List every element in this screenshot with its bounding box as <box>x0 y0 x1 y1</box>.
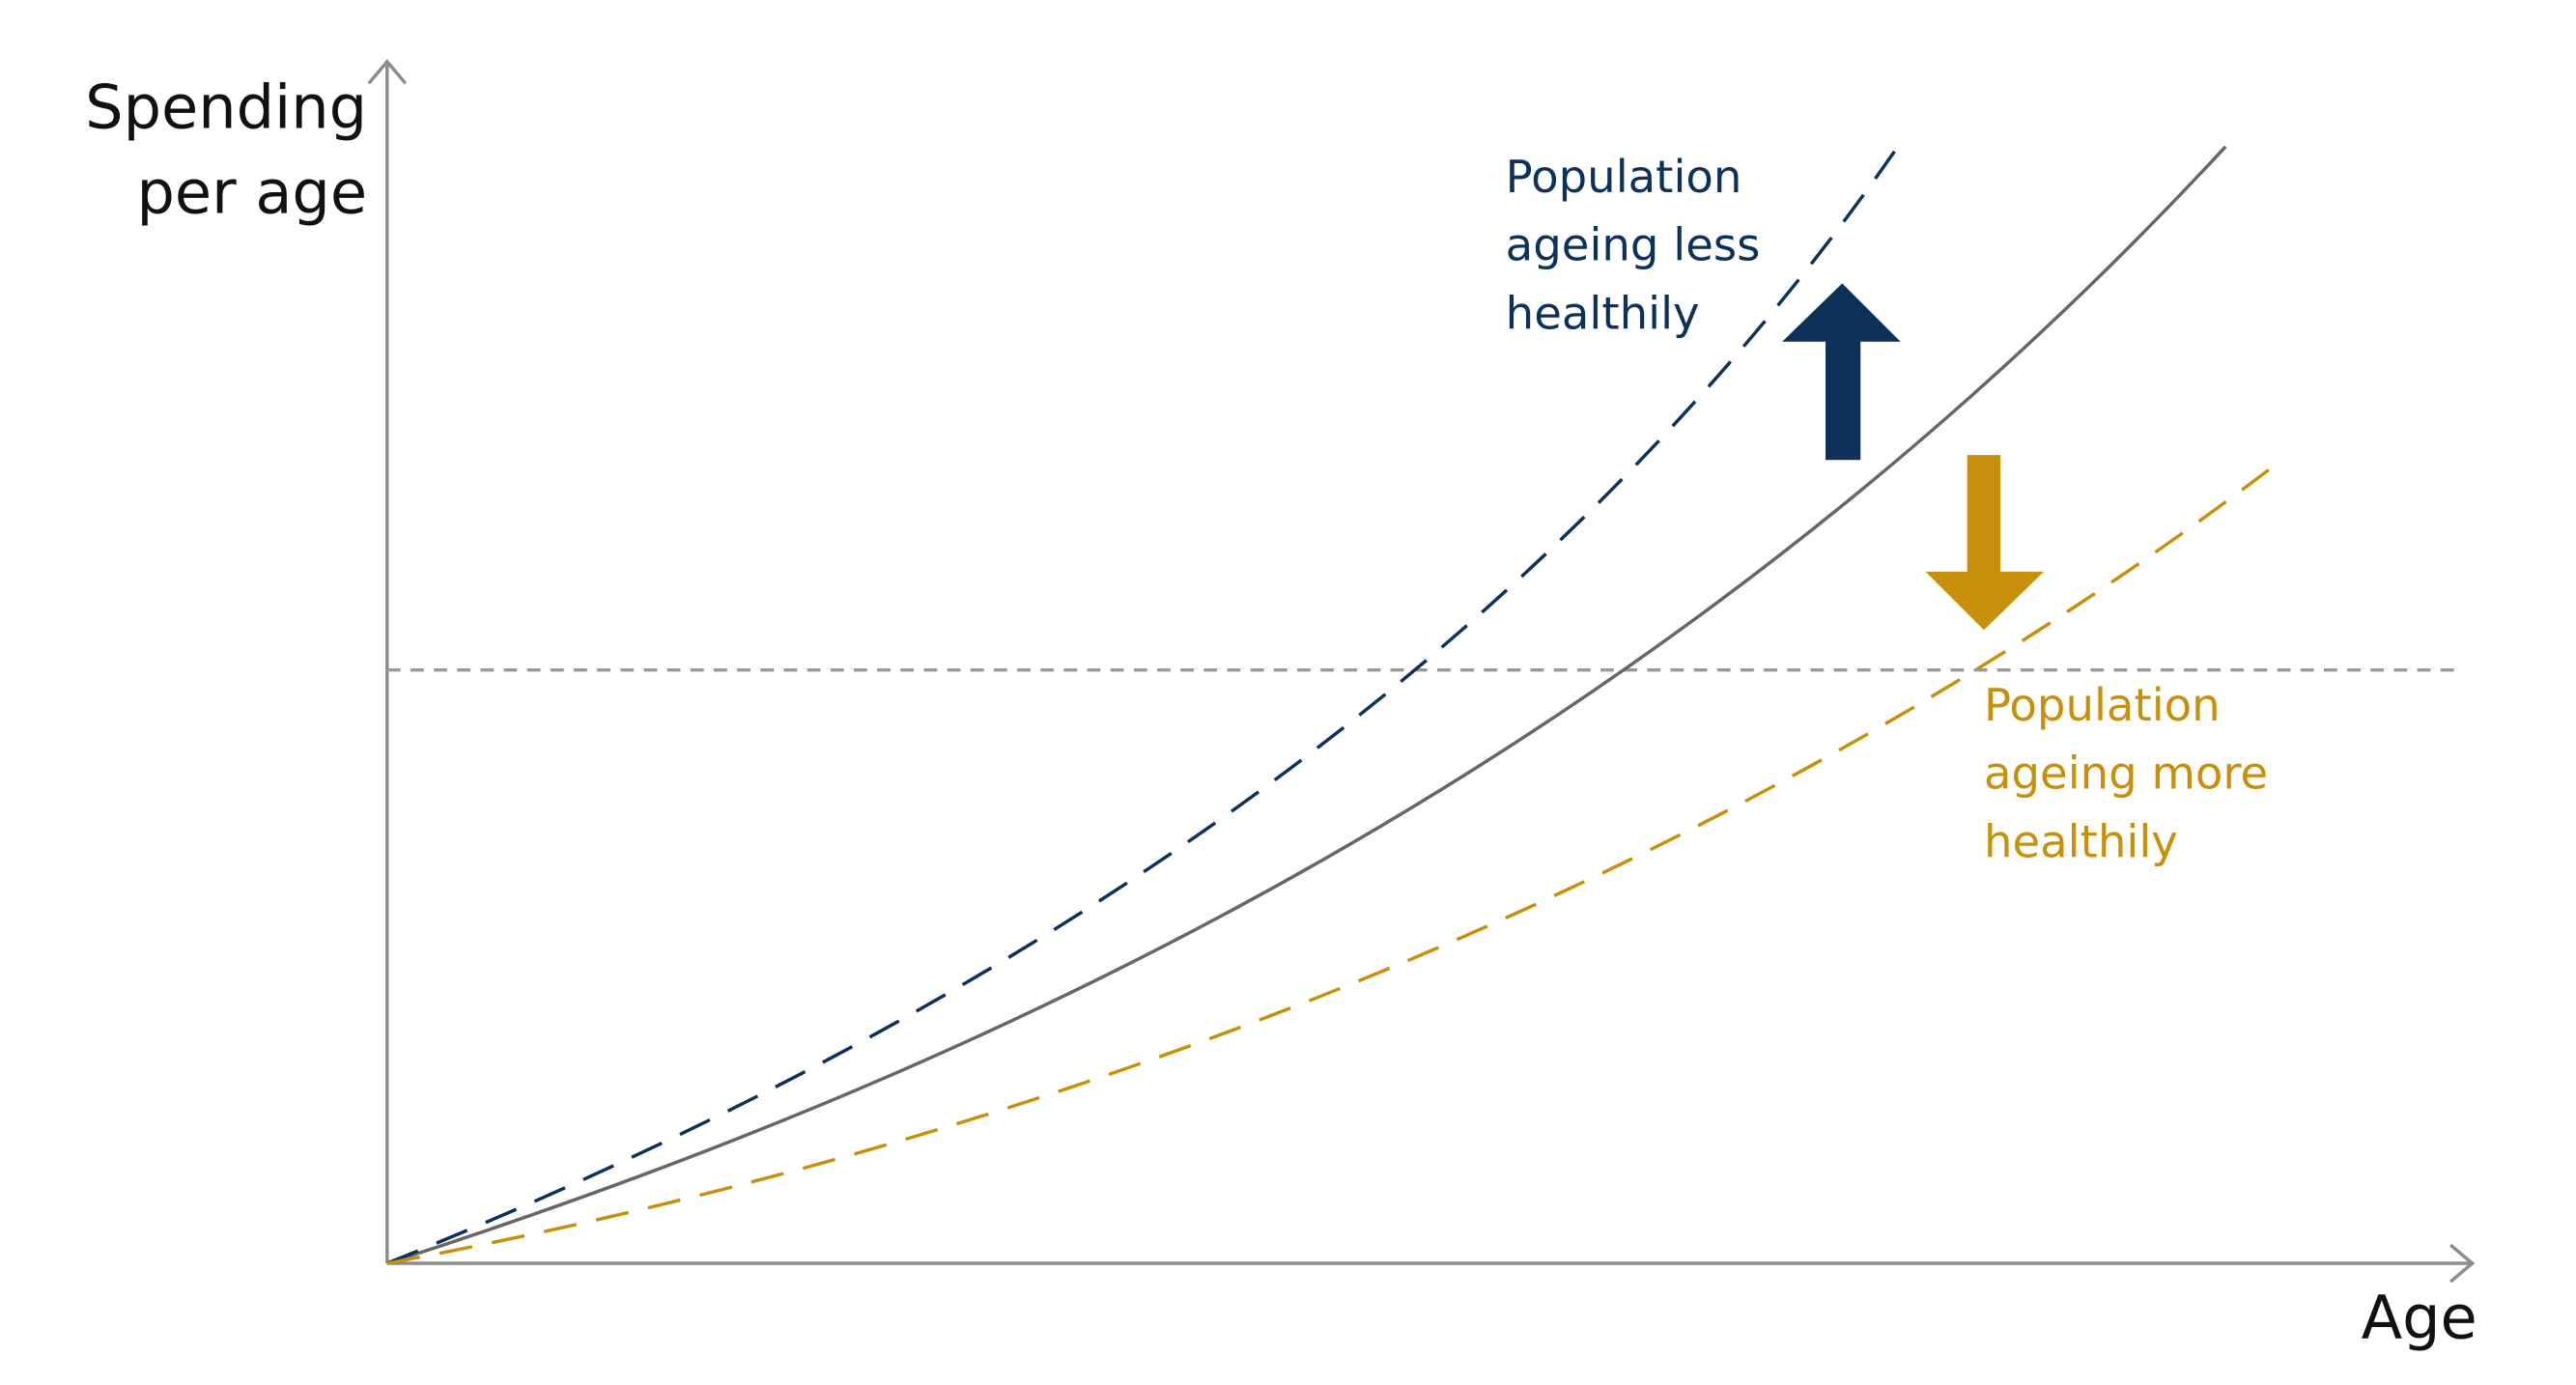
x-axis-arrowhead <box>2449 1243 2476 1284</box>
annotation: ageing less <box>1506 219 1761 271</box>
annotation: healthily <box>1506 287 1700 339</box>
baseline-curve <box>386 145 2227 1265</box>
less-healthy-curve <box>386 149 1897 1265</box>
y-axis-arrowhead <box>367 59 408 85</box>
annotation: Population <box>1506 151 1742 203</box>
y-axis-label: per age <box>136 157 367 228</box>
annotation: Population <box>1984 679 2221 731</box>
y-axis-label: Spending <box>85 72 367 143</box>
x-axis-label: Age <box>2362 1283 2477 1353</box>
annotation: healthily <box>1984 815 2178 867</box>
down-arrow <box>1925 455 2045 631</box>
annotation: ageing more <box>1984 748 2268 800</box>
up-arrow <box>1782 283 1901 461</box>
more-healthy-curve <box>386 457 2285 1265</box>
